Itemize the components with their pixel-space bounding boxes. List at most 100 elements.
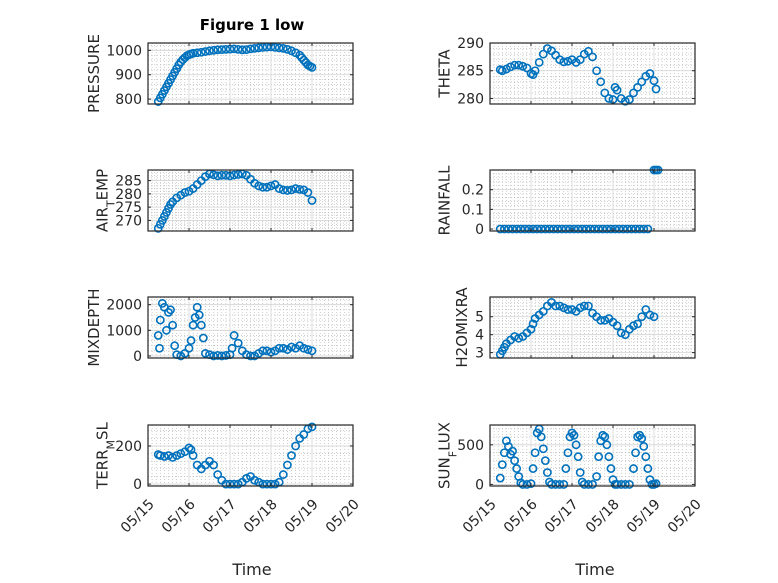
data-point [209, 45, 218, 55]
data-point [213, 351, 223, 360]
data-point [569, 430, 579, 440]
data-point [307, 63, 317, 72]
y-tick-label: 280 [115, 187, 142, 203]
y-tick-label: 0 [475, 222, 484, 238]
subplot-7: 0 200 05/15 05/16 05/17 05/18 05/19 05/20 TERRMS… [94, 421, 363, 536]
data-point [192, 48, 202, 58]
x-tick-label: 05/16 [501, 496, 541, 536]
axes-box [489, 169, 696, 232]
data-point [229, 331, 239, 340]
y-tick-label: 800 [115, 92, 142, 108]
data-point [213, 45, 223, 55]
data-point [262, 346, 272, 356]
y-tick-label: 285 [457, 64, 484, 80]
data-point [565, 224, 575, 234]
data-point [551, 480, 560, 489]
data-point [555, 480, 565, 489]
data-point [604, 452, 614, 462]
data-point [598, 430, 608, 440]
data-point [567, 428, 577, 438]
y-tick-label: 3 [475, 346, 484, 362]
data-point [258, 346, 268, 356]
data-point [559, 303, 569, 313]
data-point [637, 434, 647, 443]
y-tick-label: 2000 [106, 298, 142, 314]
data-point [303, 188, 313, 197]
data-point [594, 452, 604, 462]
data-point [592, 66, 601, 76]
data-point [596, 77, 606, 87]
subplot-8: 0 500 05/15 05/16 05/17 05/18 05/19 05/20 SUNFLU… [436, 422, 705, 536]
x-tick-label: 05/15 [118, 496, 158, 536]
figure-title: Figure 1 low [200, 16, 305, 34]
data-point [584, 46, 593, 56]
y-axis-label: PRESSURE [85, 34, 103, 113]
axes-box [489, 42, 696, 105]
data-point [254, 43, 264, 53]
data-point [200, 348, 210, 358]
data-point [649, 312, 659, 322]
data-point [625, 480, 634, 489]
data-point [499, 224, 509, 234]
y-tick-label: 0 [133, 477, 142, 493]
data-point [594, 224, 604, 234]
data-point [205, 46, 214, 56]
data-point [233, 479, 243, 489]
data-point [627, 224, 636, 234]
data-point [528, 464, 538, 473]
data-point [274, 43, 284, 53]
data-point [590, 224, 599, 234]
y-axis-label: H2OMIXRA [453, 287, 471, 368]
data-point [307, 346, 317, 356]
data-point [561, 224, 571, 234]
y-tick-label: 270 [115, 213, 142, 229]
data-point [555, 301, 565, 311]
data-point [221, 44, 231, 54]
data-point [299, 343, 309, 353]
y-tick-label: 0.1 [462, 202, 484, 218]
data-point [514, 333, 524, 343]
x-axis-label-left: Time [231, 560, 271, 579]
y-axis-label: AIRTEMP [94, 169, 118, 232]
data-point [266, 479, 276, 489]
data-point [530, 66, 540, 76]
data-point [282, 460, 292, 470]
data-point [270, 42, 280, 52]
data-point [501, 436, 511, 446]
data-point [155, 451, 165, 460]
data-point [186, 445, 196, 455]
data-point [526, 324, 536, 334]
subplot-4: 0 0.1 0.2 RAINFALL [436, 165, 696, 238]
data-point [645, 310, 655, 320]
data-point [600, 88, 610, 98]
data-point [629, 321, 638, 331]
data-point [282, 186, 292, 195]
data-point [262, 182, 272, 192]
data-point [192, 302, 202, 312]
data-point [164, 451, 173, 460]
data-point [258, 182, 268, 192]
data-point [553, 224, 563, 234]
data-point [233, 338, 243, 348]
x-tick-label: 05/17 [542, 496, 582, 536]
data-point [598, 224, 608, 234]
x-tick-label: 05/19 [624, 496, 664, 536]
data-point [528, 224, 538, 234]
data-point [559, 57, 569, 67]
data-point [512, 464, 522, 473]
data-point [274, 343, 284, 353]
data-point [561, 464, 571, 473]
x-axis-label-right: Time [574, 560, 614, 579]
data-point [184, 443, 194, 453]
data-point [246, 351, 255, 361]
axes-box [147, 296, 354, 359]
data-point [532, 224, 542, 234]
data-point [543, 468, 552, 477]
data-point [573, 452, 583, 462]
data-point [616, 328, 626, 338]
data-point [569, 224, 579, 234]
y-tick-label: 200 [115, 439, 142, 455]
data-point [278, 185, 288, 195]
data-point [196, 47, 206, 57]
